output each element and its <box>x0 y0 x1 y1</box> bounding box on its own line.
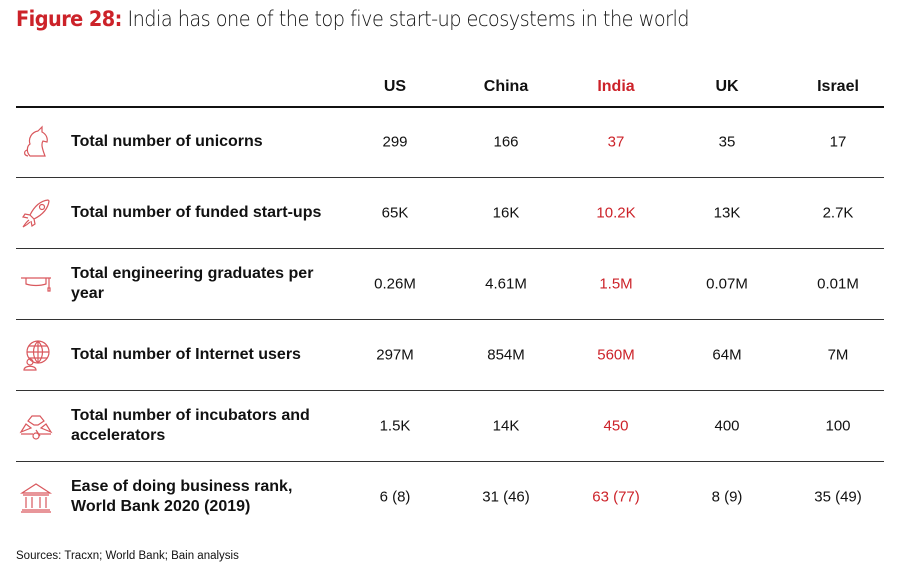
table-row: Total number of unicorns 299 166 37 35 17 <box>0 107 901 177</box>
table-cell-us: 0.26M <box>374 275 416 293</box>
header-divider <box>16 106 884 108</box>
row-label: Ease of doing business rank, World Bank … <box>71 478 293 515</box>
table-cell-india: 1.5M <box>599 275 633 293</box>
table-cell-israel: 7M <box>827 346 849 364</box>
row-divider <box>16 248 884 249</box>
table-cell-uk: 400 <box>714 417 740 435</box>
table-cell-india: 10.2K <box>596 204 636 222</box>
table-cell-china: 16K <box>492 204 520 222</box>
row-label: Total number of incubators and accelerat… <box>71 407 310 444</box>
table-cell-israel: 100 <box>825 417 851 435</box>
table-cell-china: 31 (46) <box>482 488 530 506</box>
table-cell-us: 6 (8) <box>379 488 411 506</box>
table-row: Total engineering graduates per year 0.26… <box>0 249 901 319</box>
figure-title: Figure 28: India has one of the top five… <box>16 7 690 31</box>
row-label: Total engineering graduates per year <box>71 265 314 302</box>
row-label: Total number of Internet users <box>71 346 301 363</box>
table-cell-china: 14K <box>492 417 520 435</box>
table-cell-israel: 0.01M <box>817 275 859 293</box>
table-cell-uk: 0.07M <box>706 275 748 293</box>
bank-building-icon <box>19 483 53 513</box>
globe-user-icon <box>23 340 50 371</box>
column-header-china: China <box>483 78 529 95</box>
table-cell-uk: 8 (9) <box>711 488 743 506</box>
table-cell-china: 4.61M <box>485 275 527 293</box>
table-cell-israel: 17 <box>829 133 847 151</box>
table-cell-uk: 35 <box>718 133 736 151</box>
table-cell-us: 1.5K <box>379 417 411 435</box>
row-divider <box>16 461 884 462</box>
row-label: Total number of unicorns <box>71 133 263 150</box>
table-cell-china: 854M <box>487 346 525 364</box>
unicorn-icon <box>24 125 48 157</box>
column-header-israel: Israel <box>817 78 859 95</box>
table-cell-india: 560M <box>597 346 635 364</box>
table-cell-us: 65K <box>381 204 409 222</box>
table-row: Ease of doing business rank, World Bank … <box>0 462 901 532</box>
source-note: Sources: Tracxn; World Bank; Bain analys… <box>16 550 239 562</box>
table-cell-india: 63 (77) <box>592 488 640 506</box>
table-cell-india: 37 <box>607 133 625 151</box>
table-row: Total number of funded start-ups 65K 16K 10… <box>0 178 901 248</box>
row-divider <box>16 177 884 178</box>
table-row: Total number of incubators and accelerat… <box>0 391 901 461</box>
graduation-cap-icon <box>21 277 51 292</box>
table-cell-us: 299 <box>382 133 408 151</box>
table-cell-china: 166 <box>493 133 519 151</box>
figure-number: Figure 28: <box>16 7 122 31</box>
table-cell-uk: 13K <box>713 204 741 222</box>
table-cell-us: 297M <box>376 346 414 364</box>
table-row: Total number of Internet users 297M 854M 56… <box>0 320 901 390</box>
table-cell-israel: 2.7K <box>822 204 854 222</box>
table-cell-israel: 35 (49) <box>814 488 862 506</box>
column-header-uk: UK <box>715 78 739 95</box>
table-cell-india: 450 <box>603 417 629 435</box>
rocket-icon <box>22 199 50 228</box>
column-header-us: US <box>383 78 407 95</box>
figure-caption: India has one of the top five start-up e… <box>121 7 690 31</box>
row-divider <box>16 319 884 320</box>
column-header-india: India <box>597 78 635 95</box>
row-divider <box>16 390 884 391</box>
row-label: Total number of funded start-ups <box>71 204 322 221</box>
table-cell-uk: 64M <box>712 346 742 364</box>
gauge-icon <box>19 415 53 440</box>
